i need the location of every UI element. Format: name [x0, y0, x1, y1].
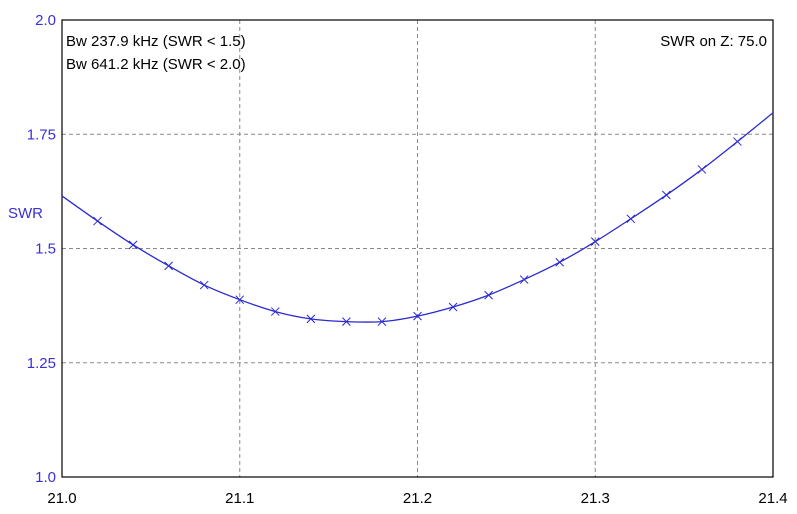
plot-frame	[61, 19, 774, 478]
x-tick-label: 21.4	[758, 490, 787, 507]
data-point-marker	[306, 314, 316, 324]
data-point-marker	[128, 240, 138, 250]
x-tick-label: 21.1	[225, 490, 254, 507]
y-tick-labels: 1.0 1.25 1.5 1.75 2.0	[27, 12, 56, 486]
data-point-marker	[590, 237, 600, 246]
x-tick-label: 21.3	[581, 490, 610, 507]
x-tick-label: 21.0	[47, 490, 76, 507]
data-point-marker	[270, 307, 280, 316]
y-tick-label: 1.5	[35, 241, 56, 258]
data-point-marker	[555, 257, 565, 267]
y-tick-label: 2.0	[35, 12, 56, 29]
bandwidth-2-0-annotation: Bw 641.2 kHz (SWR < 2.0)	[66, 56, 246, 73]
data-point-marker	[93, 216, 102, 226]
data-point-marker	[626, 214, 636, 224]
y-axis-label: SWR	[8, 205, 43, 222]
x-tick-label: 21.2	[403, 490, 432, 507]
data-point-marker	[661, 190, 671, 200]
x-tick-labels: 21.0 21.1 21.2 21.3 21.4	[47, 490, 787, 507]
data-point-marker	[519, 275, 529, 284]
bandwidth-1-5-annotation: Bw 237.9 kHz (SWR < 1.5)	[66, 33, 246, 50]
y-tick-label: 1.0	[35, 469, 56, 486]
swr-series-markers	[93, 137, 742, 326]
y-tick-label: 1.75	[27, 126, 56, 143]
data-point-marker	[164, 261, 174, 271]
data-point-marker	[235, 295, 245, 305]
grid-lines	[62, 20, 773, 477]
data-point-marker	[448, 302, 458, 312]
reference-impedance-annotation: SWR on Z: 75.0	[660, 33, 767, 50]
data-point-marker	[733, 137, 742, 146]
data-point-marker	[199, 280, 209, 290]
y-tick-label: 1.25	[27, 355, 56, 372]
data-point-marker	[413, 311, 422, 321]
data-point-marker	[484, 290, 493, 300]
data-point-marker	[342, 317, 351, 326]
data-point-marker	[697, 165, 707, 174]
data-point-marker	[377, 317, 387, 326]
